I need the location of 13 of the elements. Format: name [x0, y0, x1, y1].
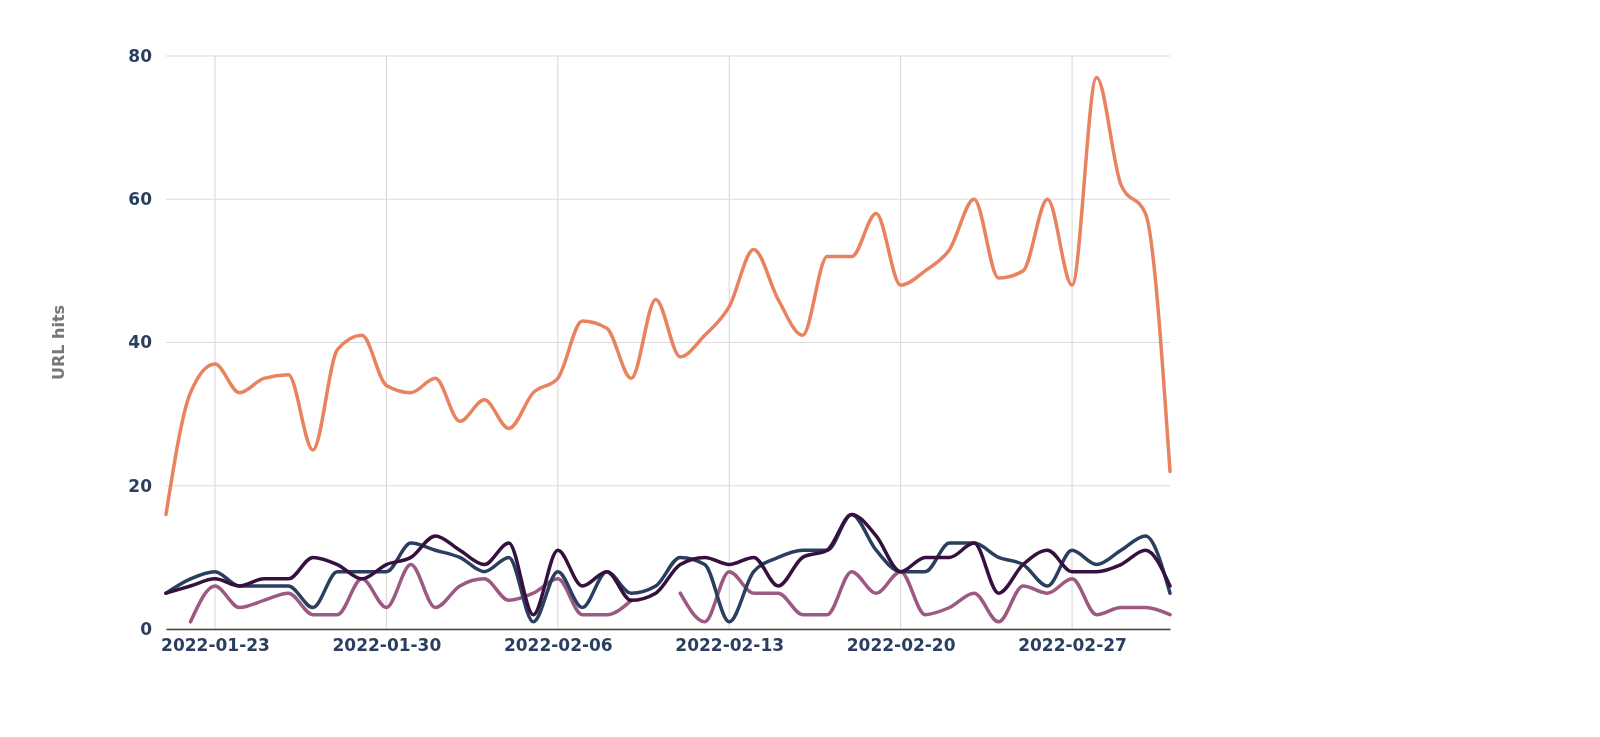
line-series [164, 75, 1172, 517]
x-tick-label: 2022-02-06 [503, 635, 613, 656]
y-tick-label: 80 [128, 45, 153, 66]
y-tick-label: 60 [128, 189, 153, 210]
x-tick-label: 2022-02-13 [675, 635, 785, 656]
x-tick-label: 2022-01-23 [161, 635, 270, 656]
y-tick-label: 40 [128, 332, 153, 353]
x-tick-label: 2022-02-27 [1018, 635, 1127, 656]
y-axis-title: URL hits [49, 304, 68, 381]
y-tick-label: 20 [128, 475, 153, 496]
x-tick-label: 2022-02-20 [846, 635, 956, 656]
x-tick-label: 2022-01-30 [332, 635, 442, 656]
y-tick-label: 0 [140, 618, 153, 639]
